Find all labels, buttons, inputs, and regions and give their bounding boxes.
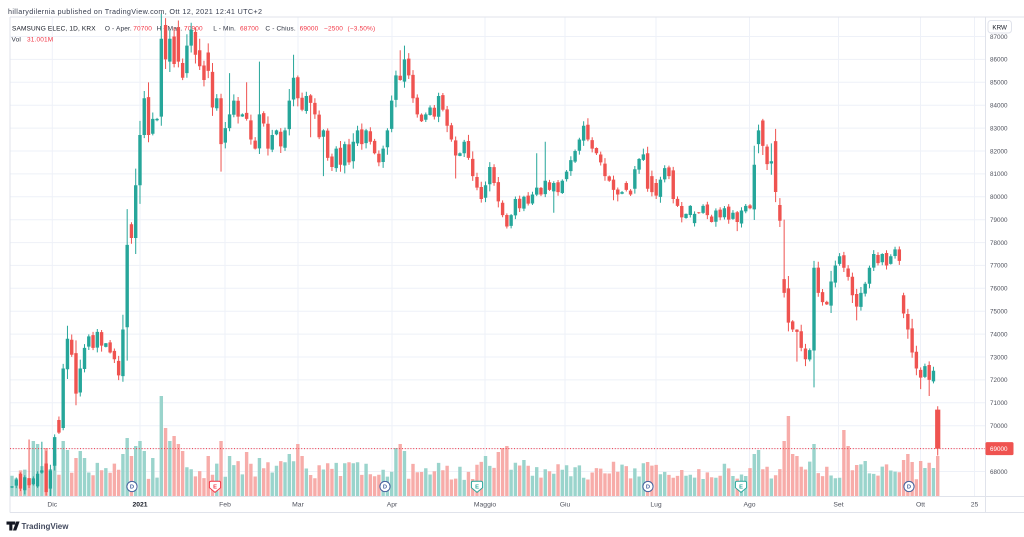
svg-text:Ott: Ott <box>916 502 925 509</box>
svg-text:69000: 69000 <box>300 25 319 32</box>
svg-text:Apr: Apr <box>387 502 398 509</box>
svg-text:68700: 68700 <box>240 25 259 32</box>
svg-text:H - Max.: H - Max. <box>157 25 183 32</box>
svg-text:70000: 70000 <box>990 423 1008 430</box>
svg-text:Feb: Feb <box>219 502 231 509</box>
svg-text:25: 25 <box>971 502 979 509</box>
svg-text:E: E <box>739 485 743 491</box>
svg-text:73000: 73000 <box>990 354 1008 361</box>
svg-text:86000: 86000 <box>990 57 1008 64</box>
svg-text:D: D <box>383 485 387 491</box>
svg-text:87000: 87000 <box>990 34 1008 41</box>
svg-text:Ago: Ago <box>743 502 755 509</box>
svg-text:78000: 78000 <box>990 240 1008 247</box>
svg-text:75000: 75000 <box>990 309 1008 316</box>
svg-text:O - Aper.: O - Aper. <box>105 25 132 32</box>
svg-text:Giu: Giu <box>560 502 571 509</box>
svg-text:E: E <box>213 485 217 491</box>
svg-text:74000: 74000 <box>990 331 1008 338</box>
svg-text:81000: 81000 <box>990 171 1008 178</box>
svg-text:84000: 84000 <box>990 103 1008 110</box>
svg-text:Mar: Mar <box>292 502 304 509</box>
svg-text:85000: 85000 <box>990 80 1008 87</box>
svg-text:Set: Set <box>833 502 843 509</box>
svg-text:hillarydilernia published on T: hillarydilernia published on TradingView… <box>8 7 262 16</box>
svg-text:SAMSUNG ELEC, 1D, KRX: SAMSUNG ELEC, 1D, KRX <box>12 25 96 32</box>
svg-text:C - Chius.: C - Chius. <box>265 25 295 32</box>
svg-text:Dic: Dic <box>47 502 57 509</box>
svg-text:Vol: Vol <box>12 36 22 43</box>
svg-text:D: D <box>907 485 911 491</box>
svg-text:Maggio: Maggio <box>474 502 497 509</box>
svg-text:Lug: Lug <box>650 502 662 509</box>
svg-text:68000: 68000 <box>990 469 1008 476</box>
svg-text:KRW: KRW <box>992 24 1007 31</box>
svg-text:76000: 76000 <box>990 286 1008 293</box>
svg-text:TradingView: TradingView <box>22 522 70 531</box>
svg-text:D: D <box>646 485 650 491</box>
svg-text:L - Min.: L - Min. <box>213 25 236 32</box>
svg-text:83000: 83000 <box>990 125 1008 132</box>
svg-text:69000: 69000 <box>990 446 1008 453</box>
svg-text:77000: 77000 <box>990 263 1008 270</box>
svg-text:31.001M: 31.001M <box>27 36 53 43</box>
svg-text:71000: 71000 <box>990 400 1008 407</box>
svg-text:72000: 72000 <box>990 377 1008 384</box>
svg-text:(−3.50%): (−3.50%) <box>348 25 376 32</box>
svg-text:2021: 2021 <box>132 502 147 509</box>
svg-text:82000: 82000 <box>990 148 1008 155</box>
svg-text:E: E <box>475 485 479 491</box>
svg-text:80000: 80000 <box>990 194 1008 201</box>
svg-text:D: D <box>130 485 134 491</box>
svg-text:70700: 70700 <box>133 25 152 32</box>
svg-text:−2500: −2500 <box>324 25 343 32</box>
svg-text:70900: 70900 <box>184 25 203 32</box>
svg-text:79000: 79000 <box>990 217 1008 224</box>
